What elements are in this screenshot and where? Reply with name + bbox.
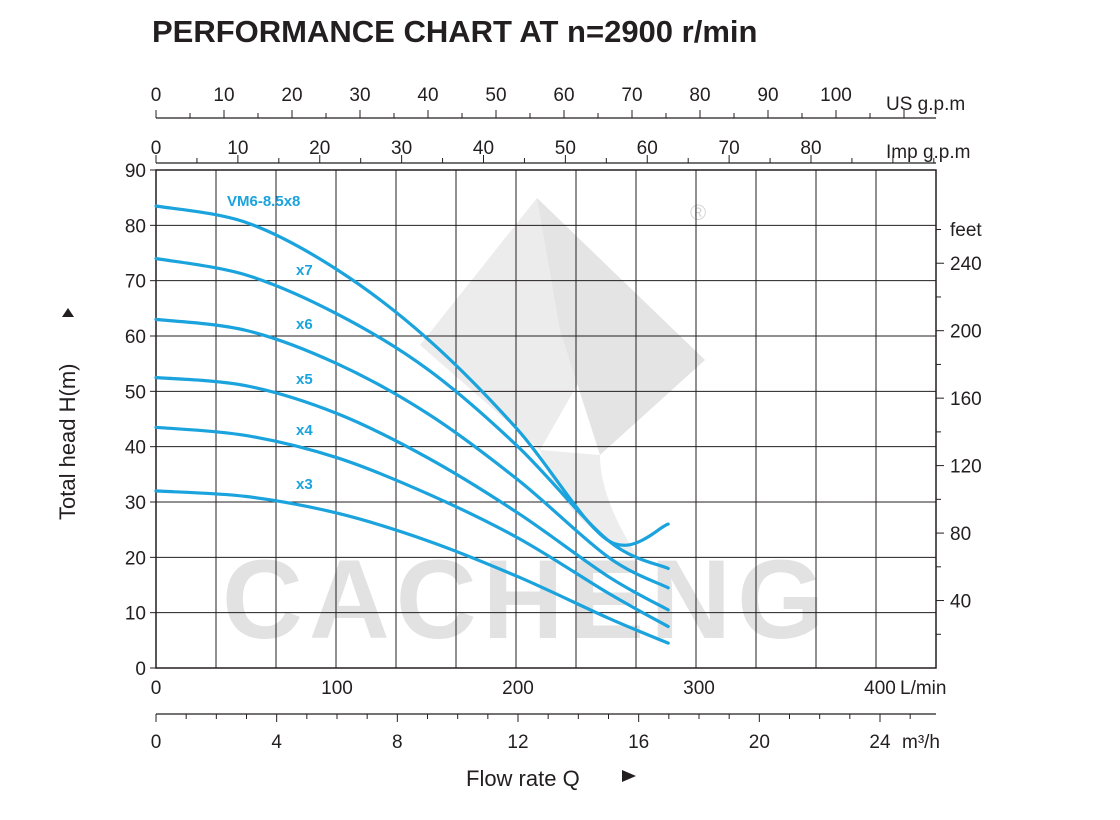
m3h-tick-label: 20 xyxy=(749,732,770,753)
usgpm-unit-label: US g.p.m xyxy=(886,94,965,115)
feet-tick-label: 40 xyxy=(950,592,971,613)
y-axis-title: Total head H(m) xyxy=(55,363,80,520)
x-tick-label: 300 xyxy=(683,678,715,699)
y-tick-label: 70 xyxy=(125,272,146,293)
series-line-3 xyxy=(154,317,670,590)
series-line-6 xyxy=(154,489,670,645)
m3h-tick-label: 12 xyxy=(507,732,528,753)
m3h-tick-label: 16 xyxy=(628,732,649,753)
feet-unit-label: feet xyxy=(950,220,982,241)
feet-tick-label: 160 xyxy=(950,389,982,410)
y-tick-label: 0 xyxy=(135,659,146,680)
impgpm-tick-label: 30 xyxy=(391,138,412,159)
x-axis-title: Flow rate Q xyxy=(466,766,580,791)
y-tick-label: 40 xyxy=(125,438,146,459)
x-unit-label: L/min xyxy=(900,678,946,699)
y-tick-label: 20 xyxy=(125,548,146,569)
series-label-5: x4 xyxy=(296,422,313,439)
series-label-4: x5 xyxy=(296,371,313,388)
chart-series xyxy=(154,204,670,645)
impgpm-tick-label: 10 xyxy=(227,138,248,159)
series-line-2 xyxy=(154,256,670,570)
m3h-tick-label: 8 xyxy=(392,732,403,753)
y-tick-label: 60 xyxy=(125,327,146,348)
m3h-unit-label: m³/h xyxy=(902,732,940,753)
y-tick-label: 30 xyxy=(125,493,146,514)
y-tick-label: 90 xyxy=(125,161,146,182)
usgpm-tick-label: 70 xyxy=(621,85,642,106)
series-line-5 xyxy=(154,425,670,629)
usgpm-tick-label: 50 xyxy=(485,85,506,106)
feet-tick-label: 80 xyxy=(950,524,971,545)
m3h-tick-label: 0 xyxy=(151,732,162,753)
usgpm-tick-label: 40 xyxy=(417,85,438,106)
y-tick-label: 50 xyxy=(125,382,146,403)
impgpm-unit-label: Imp g.p.m xyxy=(886,142,970,163)
chart-labels: VM6-8.5x8 x7 x6 x5 x4 x3 xyxy=(227,193,313,493)
series-label-6: x3 xyxy=(296,476,313,493)
x-tick-label: 200 xyxy=(502,678,534,699)
series-label-3: x6 xyxy=(296,316,313,333)
usgpm-tick-label: 30 xyxy=(349,85,370,106)
impgpm-tick-label: 60 xyxy=(637,138,658,159)
impgpm-tick-label: 20 xyxy=(309,138,330,159)
usgpm-tick-label: 80 xyxy=(689,85,710,106)
watermark-text: CACHENG xyxy=(222,537,830,662)
usgpm-tick-label: 20 xyxy=(281,85,302,106)
impgpm-tick-label: 80 xyxy=(800,138,821,159)
series-label-1: VM6-8.5x8 xyxy=(227,193,300,210)
feet-tick-label: 120 xyxy=(950,457,982,478)
m3h-tick-label: 24 xyxy=(869,732,891,753)
registered-mark: ® xyxy=(690,200,706,225)
chart-title: PERFORMANCE CHART AT n=2900 r/min xyxy=(152,14,757,49)
watermark-diamond-tail xyxy=(540,450,640,560)
usgpm-tick-label: 60 xyxy=(553,85,574,106)
impgpm-tick-label: 50 xyxy=(555,138,576,159)
x-tick-label: 0 xyxy=(151,678,162,699)
impgpm-tick-label: 40 xyxy=(473,138,494,159)
plot-frame xyxy=(155,169,937,669)
impgpm-tick-label: 70 xyxy=(719,138,740,159)
x-axis-arrow-icon xyxy=(622,770,636,782)
y-tick-label: 10 xyxy=(125,604,146,625)
usgpm-tick-label: 10 xyxy=(213,85,234,106)
x-tick-label: 400 xyxy=(864,678,896,699)
watermark-logo: CACHENG ® xyxy=(222,198,830,662)
usgpm-tick-label: 100 xyxy=(820,85,852,106)
watermark-diamond-right xyxy=(537,198,705,455)
x-tick-label: 100 xyxy=(321,678,353,699)
usgpm-tick-label: 0 xyxy=(151,85,162,106)
usgpm-tick-label: 90 xyxy=(757,85,778,106)
feet-tick-label: 240 xyxy=(950,254,982,275)
y-axis-arrow-icon xyxy=(62,308,74,317)
impgpm-tick-label: 0 xyxy=(151,138,162,159)
feet-tick-label: 200 xyxy=(950,322,982,343)
series-line-4 xyxy=(154,375,670,612)
y-tick-label: 80 xyxy=(125,216,146,237)
m3h-tick-label: 4 xyxy=(271,732,282,753)
series-label-2: x7 xyxy=(296,262,313,279)
